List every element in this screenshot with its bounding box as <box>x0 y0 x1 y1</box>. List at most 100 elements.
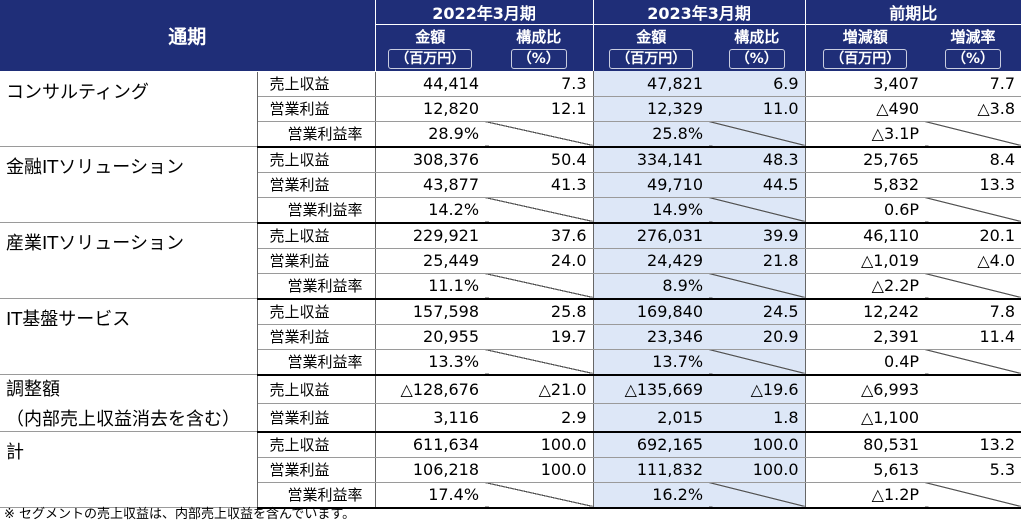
row-label: 営業利益 <box>257 248 376 274</box>
table-row: 営業利益 43,877 41.3 49,710 44.5 5,832 13.3 <box>0 172 1022 198</box>
fy2023-ratio: 39.9 <box>709 222 806 249</box>
fy2023-header: 2023年3月期 <box>592 0 806 25</box>
fy2022-header: 2022年3月期 <box>374 0 594 25</box>
change-rate <box>925 197 1022 224</box>
row-label: 売上収益 <box>257 431 376 458</box>
fy2023-amount: 49,710 <box>592 172 710 198</box>
fy2023-ratio <box>709 349 806 376</box>
fy2022-ratio: 24.0 <box>485 248 594 274</box>
change-amount: △490 <box>804 96 926 122</box>
yoy-header: 前期比 <box>804 0 1022 25</box>
change-rate: △3.8 <box>925 96 1022 122</box>
row-label: 営業利益率 <box>257 273 376 300</box>
change-amount: 0.4P <box>804 349 926 376</box>
fy2022-ratio: 37.6 <box>485 222 594 249</box>
fy2023-amount: 24,429 <box>592 248 710 274</box>
segment-name-text: 産業ITソリューション <box>6 233 184 254</box>
fy2022-amount: 14.2% <box>374 197 486 224</box>
fy2023-ratio <box>709 197 806 224</box>
amount-header-2022: 金額 <box>374 24 486 47</box>
fy2022-amount: 157,598 <box>374 298 486 325</box>
table-row: 営業利益 106,218 100.0 111,832 100.0 5,613 5.3 <box>0 457 1022 483</box>
change-amount: 2,391 <box>804 324 926 350</box>
change-amount: 5,613 <box>804 457 926 483</box>
fy2022-ratio: 100.0 <box>485 431 594 458</box>
fy2022-ratio: 41.3 <box>485 172 594 198</box>
segment-name-text: IT基盤サービス <box>6 309 131 330</box>
fy2022-amount: 611,634 <box>374 431 486 458</box>
change-rate: 7.7 <box>925 71 1022 97</box>
table-row: IT基盤サービス 売上収益 157,598 25.8 169,840 24.5 12,242… <box>0 298 1022 375</box>
table-row: 計売上収益 611,634 100.0 692,165 100.0 80,531 13.2 <box>0 431 1022 508</box>
fy2023-amount: 12,329 <box>592 96 710 122</box>
change-rate-header: 増減率 <box>925 24 1022 47</box>
fy2023-ratio: 24.5 <box>709 298 806 325</box>
fy2023-amount: 25.8% <box>592 121 710 148</box>
change-amount: 80,531 <box>804 431 926 458</box>
row-label: 売上収益 <box>257 374 376 404</box>
fy2023-amount: 334,141 <box>592 146 710 173</box>
fy2022-amount: 13.3% <box>374 349 486 376</box>
fy2022-ratio <box>485 482 594 509</box>
table-row: 営業利益率 14.2% 14.9% 0.6P <box>0 197 1022 224</box>
change-amount-header: 増減額 <box>804 24 926 47</box>
fy2022-amount: 43,877 <box>374 172 486 198</box>
table-row: 営業利益 12,820 12.1 12,329 11.0 △490 △3.8 <box>0 96 1022 122</box>
fy2023-ratio: 48.3 <box>709 146 806 173</box>
fy2022-amount: 3,116 <box>374 403 486 433</box>
change-rate: 5.3 <box>925 457 1022 483</box>
change-amount: △1,019 <box>804 248 926 274</box>
footnote: ※ セグメントの売上収益は、内部売上収益を含んでいます。 <box>4 507 356 522</box>
fy2023-ratio: △19.6 <box>709 374 806 404</box>
fy2023-ratio <box>709 273 806 300</box>
unit-pct-change: （%） <box>945 49 1002 69</box>
fy2023-ratio: 100.0 <box>709 457 806 483</box>
segment-name: 計 <box>0 431 258 508</box>
ratio-header-2023: 構成比 <box>709 24 806 47</box>
fy2022-ratio <box>485 197 594 224</box>
fy2022-ratio: 7.3 <box>485 71 594 97</box>
change-amount: 5,832 <box>804 172 926 198</box>
table-row: 産業ITソリューション 売上収益 229,921 37.6 276,031 39.9 46,… <box>0 222 1022 299</box>
fy2022-ratio <box>485 273 594 300</box>
row-label: 営業利益 <box>257 403 376 433</box>
fy2023-amount: 13.7% <box>592 349 710 376</box>
segment-name: 調整額 （内部売上収益消去を含む） <box>0 374 258 432</box>
fy2023-ratio: 44.5 <box>709 172 806 198</box>
amount-header-2023: 金額 <box>592 24 710 47</box>
fy2022-amount: 44,414 <box>374 71 486 97</box>
fy2022-amount: 12,820 <box>374 96 486 122</box>
fy2022-ratio: 100.0 <box>485 457 594 483</box>
segment-name-note: （内部売上収益消去を含む） <box>6 409 240 430</box>
change-rate: 20.1 <box>925 222 1022 249</box>
fy2023-amount: 692,165 <box>592 431 710 458</box>
row-label: 営業利益率 <box>257 121 376 148</box>
fy2022-ratio: 19.7 <box>485 324 594 350</box>
fy2023-amount: 16.2% <box>592 482 710 509</box>
fy2023-amount: 14.9% <box>592 197 710 224</box>
change-amount: 3,407 <box>804 71 926 97</box>
fy2023-ratio: 21.8 <box>709 248 806 274</box>
change-amount: △3.1P <box>804 121 926 148</box>
fy2022-ratio: 25.8 <box>485 298 594 325</box>
row-label: 営業利益率 <box>257 349 376 376</box>
table-body: コンサルティング 売上収益 44,414 7.3 47,821 6.9 3,407 7.7 営業… <box>0 71 1022 509</box>
fy2022-amount: 229,921 <box>374 222 486 249</box>
fy2022-amount: 25,449 <box>374 248 486 274</box>
table-row: 営業利益 20,955 19.7 23,346 20.9 2,391 11.4 <box>0 324 1022 350</box>
fy2023-amount: 111,832 <box>592 457 710 483</box>
row-label: 営業利益 <box>257 172 376 198</box>
change-rate: 7.8 <box>925 298 1022 325</box>
unit-pct-2022: （%） <box>510 49 567 69</box>
table-row: 営業利益率 11.1% 8.9% △2.2P <box>0 273 1022 300</box>
row-label: 売上収益 <box>257 298 376 325</box>
change-rate: 11.4 <box>925 324 1022 350</box>
fy2023-ratio <box>709 482 806 509</box>
row-label: 営業利益率 <box>257 482 376 509</box>
segment-name-text: 計 <box>6 442 24 463</box>
segment-name-text: コンサルティング <box>6 81 149 103</box>
change-amount: △6,993 <box>804 374 926 404</box>
row-label: 売上収益 <box>257 71 376 97</box>
fy2022-ratio: 50.4 <box>485 146 594 173</box>
fy2022-ratio: 12.1 <box>485 96 594 122</box>
